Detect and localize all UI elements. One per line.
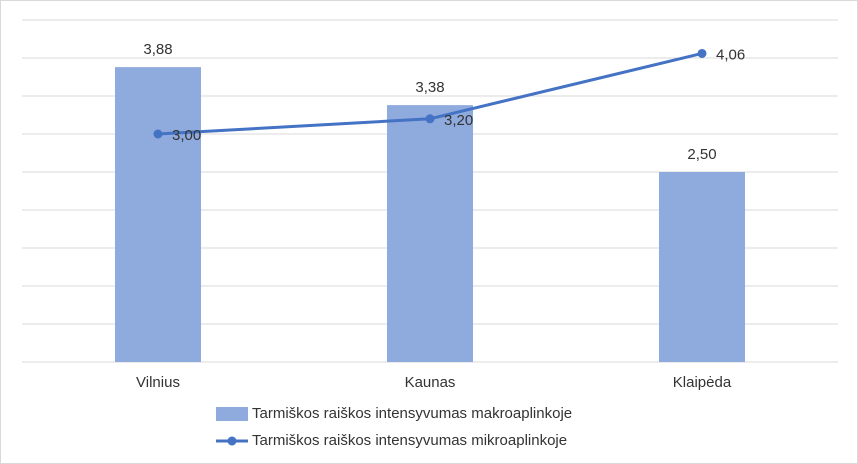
data-label: 3,20: [444, 112, 473, 129]
data-label: 3,00: [172, 127, 201, 144]
data-label: 2,50: [687, 146, 716, 163]
legend-label: Tarmiškos raiškos intensyvumas mikroapli…: [252, 432, 567, 449]
legend-label: Tarmiškos raiškos intensyvumas makroapli…: [252, 405, 572, 422]
x-tick-label: Klaipėda: [673, 374, 732, 391]
bar: [115, 67, 201, 363]
bar: [387, 105, 473, 363]
x-tick-label: Kaunas: [405, 374, 456, 391]
line-point: [425, 114, 435, 124]
data-label: 3,38: [415, 79, 444, 96]
line-point: [697, 48, 707, 58]
legend-swatch: [227, 436, 237, 446]
data-label: 3,88: [143, 41, 172, 58]
legend-swatch: [216, 407, 248, 421]
data-label: 4,06: [716, 46, 745, 63]
bar: [659, 172, 745, 362]
line-point: [153, 129, 163, 139]
x-tick-label: Vilnius: [136, 374, 180, 391]
